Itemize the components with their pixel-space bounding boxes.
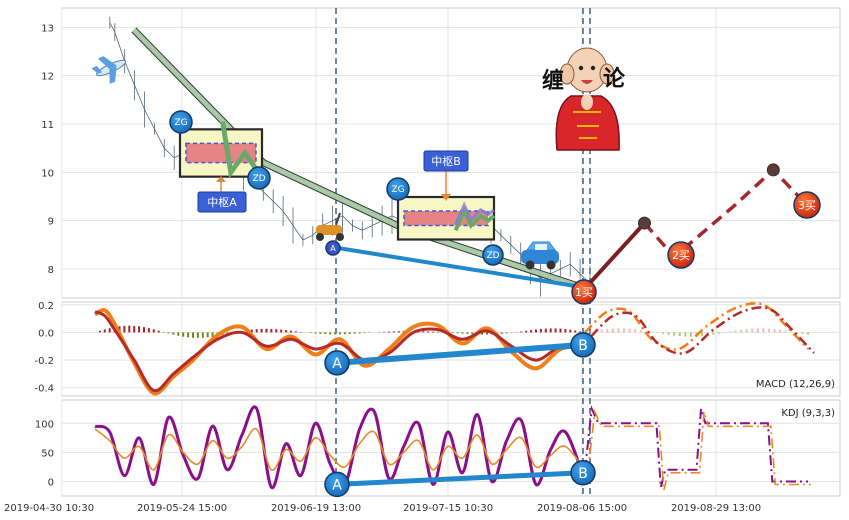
buy-3-label: 3买 (798, 199, 816, 212)
kdj-divergence-line (336, 470, 584, 487)
scooter-stem (335, 212, 341, 226)
zd-a-label: ZD (252, 174, 265, 184)
zone-b-text: 中枢B (431, 154, 461, 168)
buy-1-label: 1买 (575, 286, 593, 299)
car-body (521, 250, 559, 264)
kdj-point-a-circle (324, 471, 350, 498)
zone-a-text: 中枢A (207, 195, 237, 209)
price-point-a-label: A (330, 244, 336, 253)
scooter-icon (316, 212, 344, 241)
panel-frame-macd (61, 301, 841, 397)
price-ytick: 13 (41, 23, 54, 34)
mascot-char-2: 论 (603, 66, 626, 92)
monk-ear-1 (559, 63, 575, 85)
price-ytick: 9 (48, 217, 54, 228)
forecast-node-0 (637, 216, 651, 230)
monk-hands (581, 94, 593, 110)
zone-b-box (423, 150, 469, 172)
zd-b-circle (482, 244, 504, 266)
zone-b-stroke-2 (454, 201, 495, 225)
buy-3-circle (793, 191, 821, 219)
car-wheel-2 (546, 260, 556, 270)
airplane-wing-2 (109, 65, 117, 85)
x-tick-label: 2019-05-24 15:00 (137, 503, 227, 514)
data-layer: MACD (12,26,9) KDJ (9,3,3) (94, 8, 835, 496)
zone-a-arrowhead (216, 176, 226, 182)
x-tick-label: 2019-07-15 10:30 (403, 503, 493, 514)
zg-b-circle (386, 177, 410, 201)
x-tick-label: 2019-08-06 15:00 (537, 503, 627, 514)
car-window (535, 244, 547, 250)
zone-b-arrowhead (441, 194, 451, 201)
buy-2-circle (667, 241, 695, 269)
airplane-icon (91, 56, 127, 85)
monk-eye-2 (590, 65, 596, 71)
scooter-wheel-1 (316, 233, 324, 241)
zg-a-label: ZG (174, 118, 187, 128)
macd-forecast-1 (584, 302, 809, 351)
price-ytick: 10 (41, 168, 54, 179)
macd-dif-line (94, 310, 586, 393)
annotation-layer: ZG ZD ZG ZD A 1买 2买 3买 A B A B 中枢A 中枢B 缠 论 (91, 47, 821, 498)
macd-divergence-line (336, 341, 584, 366)
zd-b-label: ZD (486, 251, 499, 261)
zone-b-stroke (453, 206, 496, 232)
monk-mouth (581, 80, 593, 84)
airplane-tail (91, 65, 103, 74)
monk-robe (555, 95, 620, 151)
macd-point-b-circle (570, 332, 596, 358)
car-wheel-1 (525, 260, 535, 270)
buy-2-label: 2买 (672, 249, 690, 262)
price-ytick: 8 (48, 265, 54, 276)
monk-mascot-icon (555, 47, 620, 151)
macd-point-a-label: A (332, 356, 342, 372)
x-tick-label: 2019-08-29 13:00 (671, 503, 761, 514)
car-icon (521, 241, 559, 270)
kdj-ytick: 50 (41, 448, 54, 459)
macd-point-b-label: B (578, 338, 588, 354)
x-tick-label: 2019-06-19 13:00 (271, 503, 361, 514)
zd-a-circle (247, 166, 271, 190)
price-ytick: 11 (41, 120, 54, 131)
kdj-point-a-label: A (332, 477, 342, 493)
kdj-ytick: 100 (35, 419, 54, 430)
scooter-body (316, 225, 342, 235)
monk-ear-2 (599, 63, 615, 85)
macd-point-a-circle (324, 350, 350, 376)
airplane-wing-1 (97, 56, 117, 69)
macd-ytick: 0.0 (38, 328, 54, 339)
zone-a-box (197, 191, 247, 213)
price-point-a-circle (325, 240, 341, 256)
macd-label: MACD (12,26,9) (756, 379, 835, 390)
monk-robe-pattern (573, 111, 601, 139)
monk-eye-1 (578, 65, 584, 71)
kdj-label: KDJ (9,3,3) (781, 408, 835, 419)
x-tick-label: 2019-04-30 10:30 (4, 503, 94, 514)
price-divergence-line (332, 245, 585, 290)
buy-1-circle (571, 279, 597, 305)
price-ytick: 12 (41, 72, 54, 83)
scooter-wheel-2 (336, 233, 344, 241)
panel-frames: 8 9 10 11 12 13 0.2 0.0 -0.2 -0.4 100 50 0 2019-04-30… (4, 7, 841, 514)
forecast-node-1 (766, 163, 780, 177)
macd-ytick: 0.2 (38, 301, 54, 312)
macd-forecast-2 (590, 306, 815, 355)
zone-border-0 (185, 142, 257, 164)
forecast-solid (583, 221, 646, 290)
kdj-point-b-circle (570, 459, 596, 486)
zone-a-stroke (220, 121, 265, 179)
zg-b-label: ZG (391, 185, 404, 195)
zg-a-circle (169, 110, 193, 134)
forecast-dashed (643, 167, 810, 260)
mascot-char-1: 缠 (542, 68, 564, 94)
kdj-ytick: 0 (48, 477, 54, 488)
macd-ytick: -0.2 (34, 356, 54, 367)
kdj-point-b-label: B (578, 466, 588, 482)
macd-ytick: -0.4 (34, 384, 54, 395)
kdj-forecast-j (584, 404, 808, 488)
kdj-k-line (94, 427, 586, 471)
kdj-forecast-k (587, 408, 811, 491)
